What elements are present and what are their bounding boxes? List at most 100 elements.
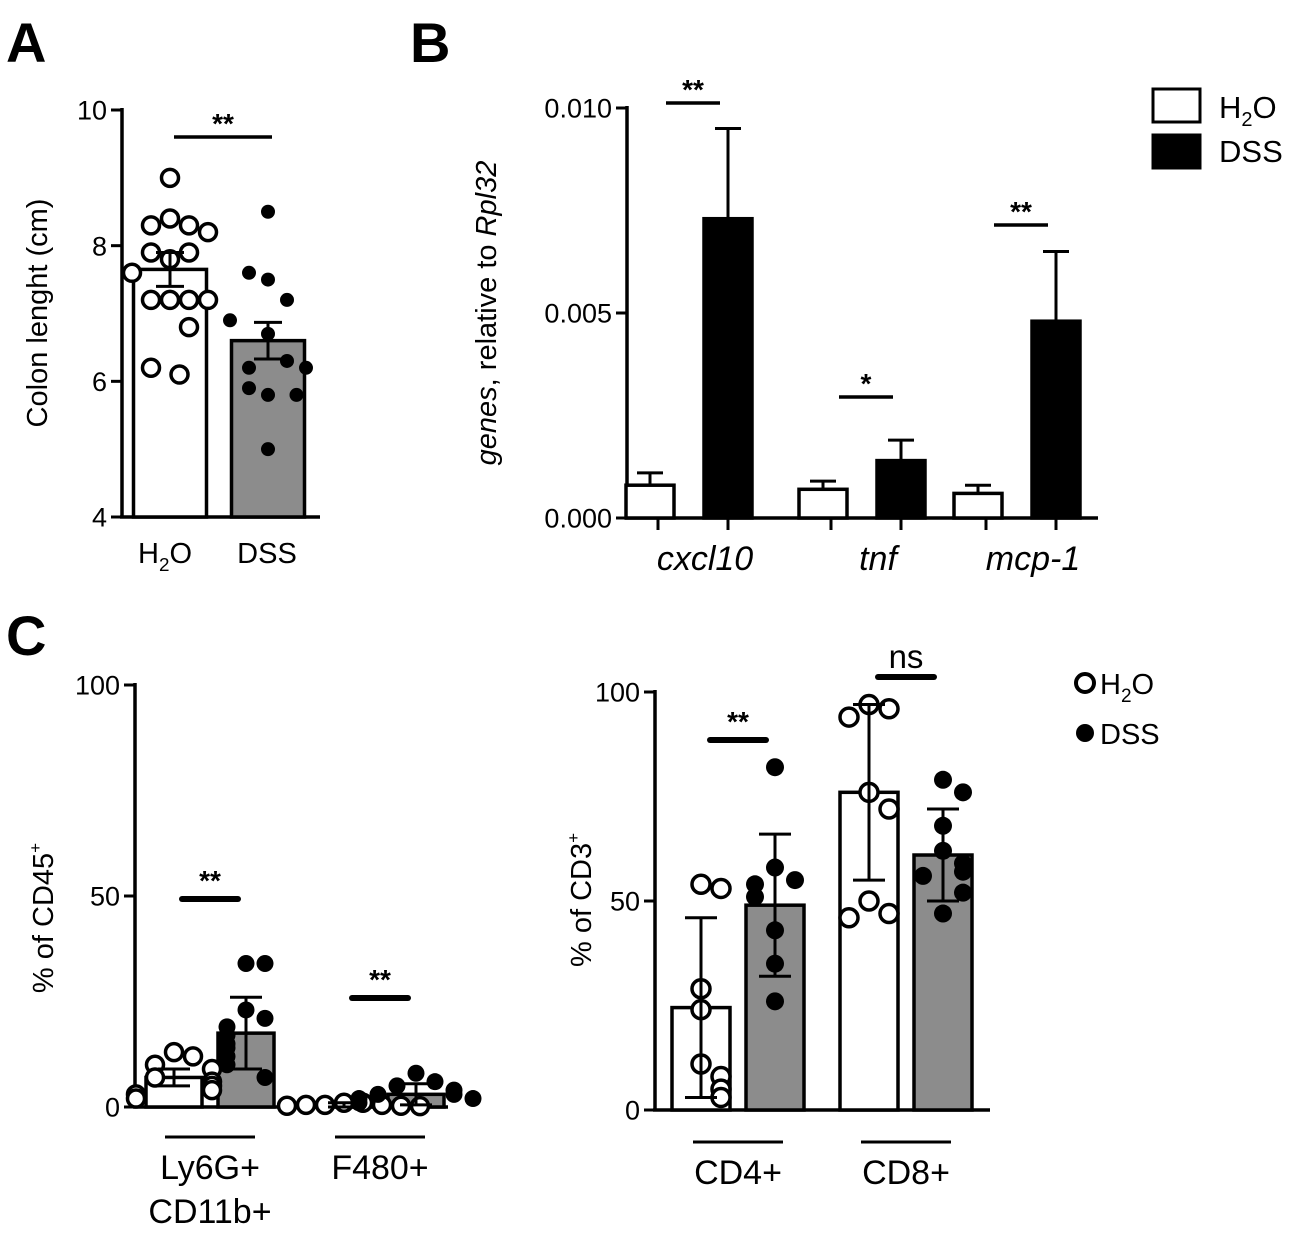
panel-c1-ytick-label-0: 0 — [105, 1093, 120, 1123]
panel-c2-significance-label-cd8: ns — [889, 638, 924, 675]
panel-a-xlabel-dss: DSS — [237, 538, 297, 570]
panel-c1-y-label-base: % of CD45 — [28, 853, 60, 993]
panel-c2-ytick-label-50: 50 — [610, 887, 640, 917]
panel-c2-cd8-dss-point-6 — [914, 866, 932, 885]
panel-a-point-h2o-1 — [159, 208, 181, 229]
panel-b-significance-label-cxcl10: ** — [682, 74, 704, 105]
panel-a-point-h2o-0 — [159, 167, 181, 189]
panel-c2-cd8-h2o-point-1 — [878, 697, 900, 720]
panel-c1-ly6g-cd11b-h2o-point-9 — [125, 1088, 147, 1109]
panel-a-point-h2o-3 — [140, 215, 162, 236]
panel-b-y-label-genes: genes — [471, 386, 503, 465]
panel-b-ytick-label-0-005: 0.005 — [544, 299, 612, 329]
legend-h2o-h: H — [1219, 90, 1241, 125]
panel-a-point-h2o-14 — [140, 357, 162, 379]
panel-a-significance-label-0: ** — [212, 108, 234, 139]
panel-a-xlabel-h2o-part-1: H — [138, 538, 159, 570]
panel-c1-significance-label-f480: ** — [369, 964, 391, 995]
panel-c2-cd4-h2o-point-1 — [710, 877, 732, 900]
panel-a-xlabel-h2o: H2O — [138, 538, 192, 575]
panel-b-significance-label-mcp-1: ** — [1010, 196, 1032, 227]
panel-c1-xlabel-f480-0: F480+ — [331, 1149, 428, 1187]
panel-c1-ytick-label-50: 50 — [90, 882, 120, 912]
panel-b-xlabel-cxcl10: cxcl10 — [657, 540, 753, 578]
panel-c2-cd4-dss-point-3 — [746, 875, 764, 894]
panel-a-point-dss-2 — [261, 272, 275, 287]
legend-c-h2o-h: H — [1100, 669, 1121, 701]
legend-c-label-h2o: H2O — [1100, 669, 1154, 707]
panel-b-bar-cxcl10-h2o — [624, 483, 676, 520]
panel-a-point-dss-12 — [261, 442, 275, 457]
panel-a-point-h2o-10 — [140, 289, 162, 311]
panel-letter-a: A — [6, 11, 46, 74]
panel-a-point-dss-1 — [242, 265, 256, 280]
panel-a-ytick-label-4: 4 — [92, 503, 107, 533]
legend-h2o-sub: 2 — [1241, 109, 1252, 131]
panel-c2-cd4-h2o-point-0 — [690, 873, 712, 896]
panel-c1-f480-h2o-point-6 — [276, 1095, 298, 1116]
panel-a-point-dss-4 — [223, 313, 237, 328]
panel-a-ytick-label-6: 6 — [92, 367, 107, 397]
panel-c2-xlabel-cd8-0: CD8+ — [862, 1154, 950, 1192]
panel-c1-ly6g-cd11b-h2o-point-7 — [201, 1079, 223, 1101]
panel-b-y-label-relative: , relative to — [471, 236, 503, 386]
panel-c2-cd4-dss-point-7 — [766, 992, 784, 1011]
panel-c2-ytick-label-0: 0 — [625, 1096, 640, 1126]
panel-c1-ly6g-cd11b-dss-point-0 — [237, 955, 255, 973]
panel-c2-cd8-dss-point-1 — [954, 783, 972, 802]
panel-c2-legend: H2O DSS — [1074, 669, 1160, 751]
legend-swatch-h2o — [1151, 87, 1202, 124]
panel-c1-y-label-sup: + — [26, 843, 45, 853]
panel-b-significance-label-tnf: * — [861, 368, 872, 399]
legend-c-label-dss: DSS — [1100, 719, 1160, 751]
panel-c1-significance-label-ly6g-cd11b: ** — [199, 865, 221, 896]
panel-c2-cd8-h2o-point-6 — [878, 902, 900, 925]
panel-b-bar-mcp-1-h2o — [952, 491, 1004, 520]
panel-c1-f480-dss-point-6 — [464, 1090, 482, 1108]
panel-b-bar-tnf-dss — [875, 458, 927, 520]
panel-c2-cd8-dss-point-0 — [934, 770, 952, 789]
panel-c1-f480-dss-point-5 — [369, 1085, 387, 1103]
panel-a-point-dss-6 — [280, 353, 294, 368]
legend-c-h2o-sub: 2 — [1121, 686, 1132, 707]
panel-a-point-dss-7 — [242, 360, 256, 375]
panel-c2-cd8-dss-point-8 — [934, 904, 952, 923]
panel-c2-y-label: % of CD3+ — [564, 833, 598, 967]
legend-c-h2o-o: O — [1132, 669, 1155, 701]
legend-label-dss: DSS — [1219, 134, 1283, 169]
panel-c1-ly6g-cd11b-dss-point-9 — [218, 1056, 236, 1074]
panel-b-bar-cxcl10-dss — [702, 216, 754, 520]
panel-c1-f480-h2o-point-2 — [314, 1094, 336, 1116]
panel-b-legend: H2O DSS — [1151, 87, 1283, 170]
panel-c2-significance-label-cd4: ** — [727, 706, 749, 737]
panel-c2-cd8-h2o-point-2 — [838, 706, 860, 728]
panel-c1-f480-dss-point-2 — [388, 1077, 406, 1095]
panel-letter-b: B — [410, 11, 450, 74]
panel-c2-y-label-sup: + — [564, 833, 583, 843]
panel-c2-cd4-dss-point-0 — [766, 758, 784, 777]
panel-b-xlabel-tnf: tnf — [859, 540, 900, 578]
panel-a-point-h2o-13 — [178, 316, 200, 338]
panel-c1-y-label: % of CD45+ — [26, 843, 60, 993]
panel-a-ytick-label-10: 10 — [77, 96, 107, 126]
panel-a-y-label: Colon lenght (cm) — [22, 199, 54, 428]
panel-a-point-dss-0 — [261, 204, 275, 219]
panel-a-point-dss-3 — [280, 292, 294, 307]
panel-b-y-label-rpl32: Rpl32 — [471, 161, 503, 237]
panel-c1-ly6g-cd11b-h2o-point-4 — [144, 1067, 166, 1088]
panel-a-point-h2o-4 — [197, 221, 219, 243]
panel-a-point-dss-10 — [261, 387, 275, 402]
panel-a-chart: 4 6 8 10 Colon lenght (cm) ** H2O DSS — [22, 96, 320, 575]
legend-label-h2o: H2O — [1219, 90, 1277, 131]
panel-c1-ly6g-cd11b-h2o-point-1 — [182, 1046, 204, 1067]
panel-a-point-h2o-9 — [159, 289, 181, 311]
panel-b-y-label: genes, relative to Rpl32 — [471, 161, 503, 466]
panel-c2-ytick-label-100: 100 — [595, 678, 640, 708]
panel-c2-cd8-dss-point-7 — [954, 883, 972, 902]
panel-b-bar-tnf-h2o — [797, 487, 849, 520]
panel-c1-ly6g-cd11b-dss-point-1 — [256, 955, 274, 973]
panel-b-ytick-label-0-000: 0.000 — [544, 504, 612, 534]
panel-c2-cd8-h2o-point-5 — [858, 890, 880, 912]
panel-c-left-chart: 0 50 100 % of CD45+ ** ** Ly6G+ CD11b+ F480+ — [26, 671, 482, 1231]
panel-b-chart: 0.000 0.005 0.010 genes, relative to Rpl32… — [471, 74, 1283, 578]
